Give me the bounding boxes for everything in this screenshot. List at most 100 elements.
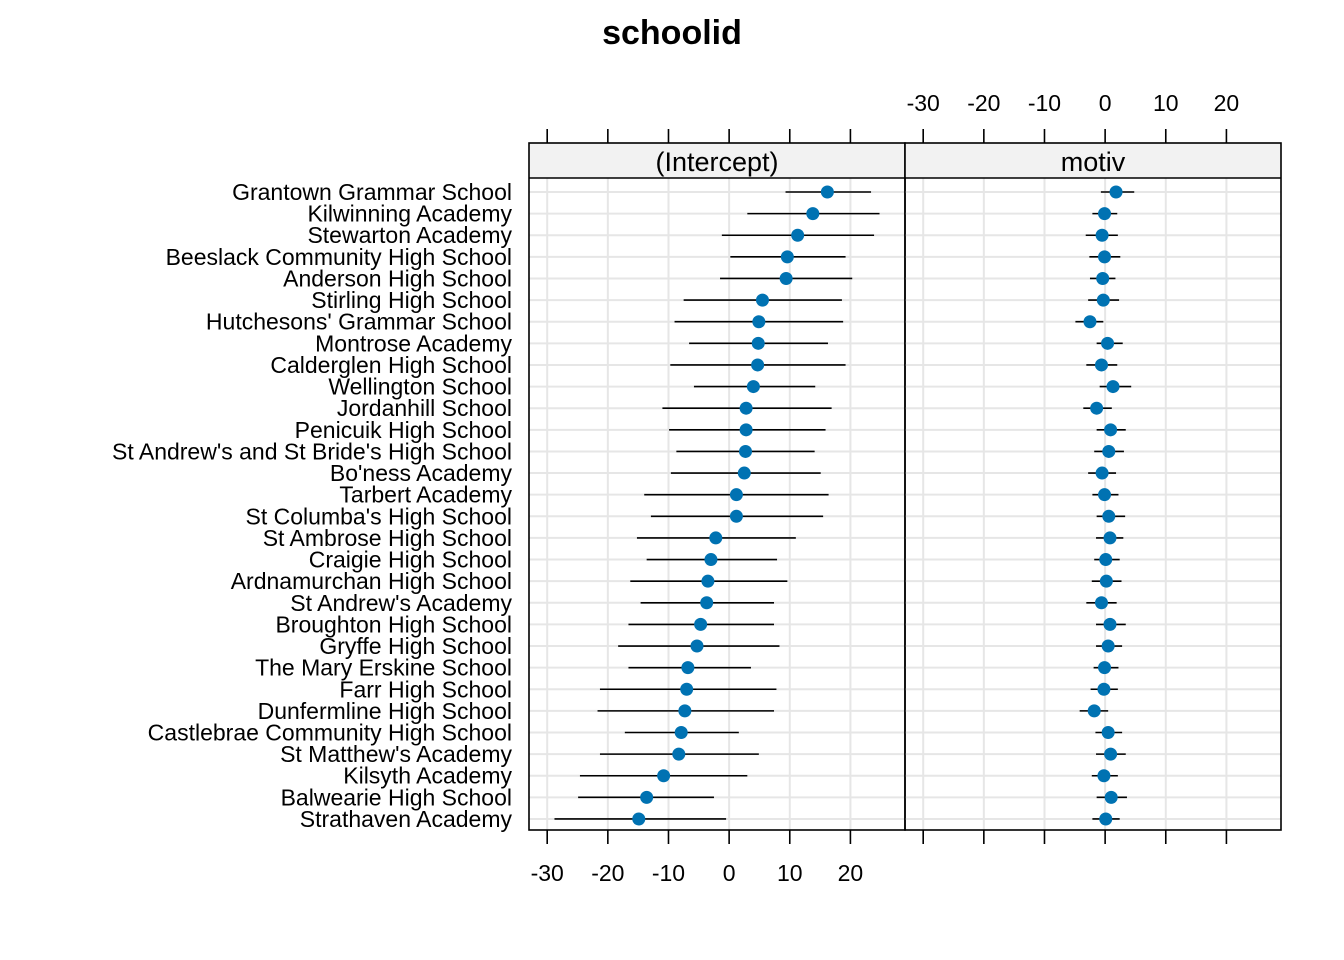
panel-frame — [904, 142, 1282, 831]
estimate-point — [1101, 639, 1115, 653]
estimate-point — [1103, 617, 1117, 631]
strip-label: motiv — [1061, 147, 1126, 177]
panel-intercept: (Intercept) -30 -20 -10 0 10 20 — [528, 129, 906, 886]
category-label: Castlebrae Community High School — [148, 720, 512, 746]
estimate-point — [751, 336, 765, 350]
estimate-point — [701, 574, 715, 588]
category-label: Strathaven Academy — [300, 806, 513, 832]
estimate-point — [1099, 574, 1113, 588]
category-label: Hutchesons' Grammar School — [206, 309, 512, 335]
category-label: Bo'ness Academy — [330, 460, 513, 486]
estimate-point — [1095, 466, 1109, 480]
category-label: Balwearie High School — [281, 784, 512, 810]
strip-label: (Intercept) — [655, 147, 778, 177]
top-tick-label: 0 — [1099, 90, 1112, 116]
estimate-point — [674, 726, 688, 739]
category-label: Anderson High School — [283, 265, 512, 291]
estimate-point — [1104, 423, 1118, 437]
bottom-tick-label: -30 — [531, 860, 564, 886]
category-label: Broughton High School — [275, 611, 512, 637]
category-label: Craigie High School — [309, 547, 512, 573]
estimate-point — [681, 661, 695, 675]
estimate-point — [739, 444, 753, 458]
category-label: Kilsyth Academy — [343, 763, 512, 789]
estimate-point — [690, 639, 704, 653]
estimate-point — [1095, 228, 1109, 242]
top-tick-label: -30 — [907, 90, 940, 116]
estimate-point — [779, 271, 793, 285]
estimate-point — [1098, 661, 1112, 675]
estimate-point — [1090, 401, 1104, 415]
estimate-point — [704, 553, 718, 567]
estimate-point — [1104, 747, 1118, 761]
estimate-point — [752, 315, 766, 329]
category-label: Stirling High School — [311, 287, 512, 313]
estimate-point — [791, 228, 805, 242]
estimate-point — [1096, 271, 1110, 285]
estimate-point — [806, 207, 820, 221]
estimate-point — [746, 380, 760, 394]
category-label: Gryffe High School — [319, 633, 512, 659]
bottom-tick-label: 0 — [723, 860, 736, 886]
category-label: Montrose Academy — [315, 330, 512, 356]
estimate-point — [1094, 596, 1108, 610]
estimate-point — [751, 358, 765, 372]
bottom-tick-label: 10 — [777, 860, 803, 886]
estimate-point — [780, 250, 794, 264]
estimate-point — [1097, 769, 1111, 783]
estimate-point — [1104, 790, 1118, 804]
bottom-tick-label: -10 — [652, 860, 685, 886]
estimate-point — [1098, 250, 1112, 264]
estimate-point — [1099, 812, 1113, 826]
category-label: Calderglen High School — [270, 352, 512, 378]
estimate-point — [729, 509, 743, 523]
estimate-point — [1101, 336, 1115, 350]
strip-background — [905, 143, 1281, 178]
estimate-point — [729, 488, 743, 502]
category-label: Kilwinning Academy — [307, 201, 512, 227]
estimate-point — [632, 812, 646, 826]
strip-background — [529, 143, 905, 178]
category-label: Farr High School — [339, 676, 512, 702]
panel-frame — [528, 142, 906, 831]
estimate-point — [672, 747, 686, 761]
category-label: The Mary Erskine School — [255, 655, 512, 681]
estimate-point — [739, 401, 753, 415]
top-tick-label: -10 — [1028, 90, 1061, 116]
category-label: Grantown Grammar School — [232, 179, 512, 205]
estimate-point — [1103, 531, 1117, 545]
category-label: St Andrew's and St Bride's High School — [112, 438, 512, 464]
bottom-tick-label: -20 — [591, 860, 624, 886]
category-label: St Matthew's Academy — [280, 741, 512, 767]
top-tick-label: 20 — [1214, 90, 1240, 116]
estimate-point — [1101, 726, 1115, 739]
estimate-point — [678, 704, 692, 718]
estimate-point — [680, 682, 694, 696]
top-tick-label: 10 — [1153, 90, 1179, 116]
estimate-point — [739, 423, 753, 437]
estimate-point — [820, 185, 834, 199]
estimate-point — [1102, 444, 1116, 458]
category-label: Dunfermline High School — [258, 698, 512, 724]
estimate-point — [694, 617, 708, 631]
category-label: Stewarton Academy — [307, 222, 512, 248]
category-label: St Ambrose High School — [263, 525, 512, 551]
category-label: St Columba's High School — [246, 503, 512, 529]
panels: (Intercept) -30 -20 -10 0 10 20 motiv -30 -20 -10 0… — [528, 90, 1282, 886]
estimate-point — [1097, 682, 1111, 696]
estimate-point — [737, 466, 751, 480]
estimate-point — [1096, 293, 1110, 307]
estimate-point — [1083, 315, 1097, 329]
estimate-point — [1098, 488, 1112, 502]
estimate-point — [709, 531, 723, 545]
bottom-tick-label: 20 — [838, 860, 864, 886]
category-label: Tarbert Academy — [339, 482, 512, 508]
estimate-point — [1102, 509, 1116, 523]
estimate-point — [1087, 704, 1101, 718]
estimate-point — [1109, 185, 1123, 199]
category-label: St Andrew's Academy — [290, 590, 512, 616]
estimate-point — [700, 596, 714, 610]
estimate-point — [755, 293, 769, 307]
